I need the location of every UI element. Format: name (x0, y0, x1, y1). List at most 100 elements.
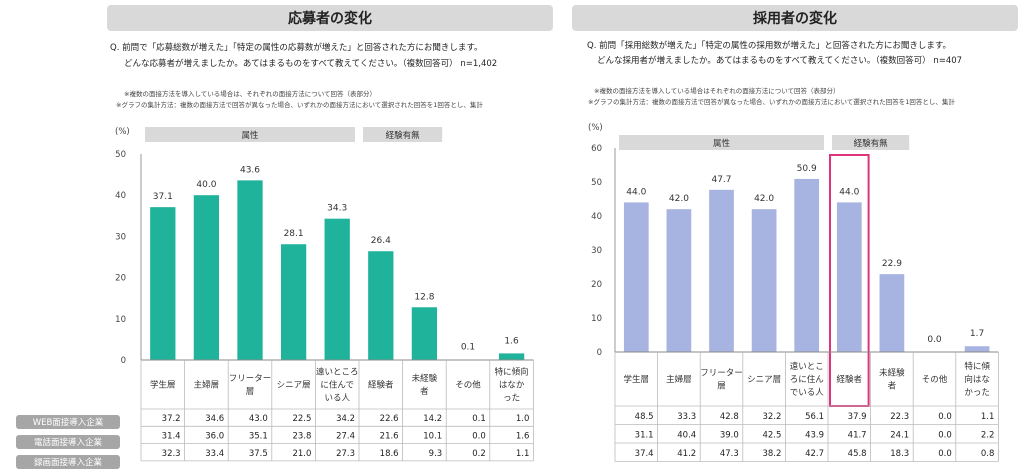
right-question-line2: どんな採用者が増えましたか。あてはまるものをすべて教えてください。（複数回答可）… (597, 56, 963, 66)
right-category-4-2: でいる人 (790, 388, 825, 398)
left-category-0-0: 学生層 (150, 380, 176, 391)
left-category-8-1: はなか (499, 381, 525, 391)
right-bar-4 (794, 178, 820, 352)
right-table-cell-0-2: 42.8 (720, 412, 739, 422)
left-question-line1: Q. 前問で「応募総数が増えた」「特定の属性の応募数が増えた」と回答された方にお… (110, 43, 483, 53)
left-table-cell-0-6: 14.2 (423, 414, 442, 424)
left-category-1-0: 主婦層 (194, 380, 220, 391)
right-table-cell-2-3: 38.2 (762, 449, 781, 459)
left-table-cell-1-8: 1.6 (516, 431, 530, 441)
right-category-8-0: 特に傾 (964, 361, 990, 372)
left-table-cell-0-5: 22.6 (380, 414, 399, 424)
right-category-3-0: シニア層 (747, 375, 781, 385)
left-bar-8 (498, 353, 525, 360)
right-value-label-6: 22.9 (882, 259, 902, 269)
left-table-cell-2-8: 1.1 (516, 449, 530, 459)
left-table-cell-0-8: 1.0 (516, 414, 530, 424)
left-table-cell-2-1: 33.4 (205, 449, 224, 459)
right-category-6-0: 未経験 (879, 368, 905, 379)
left-value-label-2: 43.6 (240, 165, 260, 175)
right-group-label-0: 属性 (713, 138, 731, 149)
left-y-tick-1: 10 (115, 315, 126, 325)
right-value-label-8: 1.7 (970, 329, 984, 339)
right-category-8-1: 向はな (964, 374, 990, 385)
left-category-5-0: 経験者 (368, 380, 394, 391)
right-table-cell-0-4: 56.1 (805, 412, 824, 422)
right-category-6-1: 者 (888, 382, 897, 392)
right-category-8-2: かった (964, 388, 990, 398)
right-bar-2 (709, 189, 734, 352)
right-table-cell-2-0: 37.4 (635, 449, 654, 459)
left-table-cell-0-3: 22.5 (292, 414, 311, 424)
right-bar-3 (751, 209, 777, 352)
left-value-label-4: 34.3 (327, 204, 347, 214)
left-table-cell-0-1: 34.6 (205, 414, 224, 424)
right-table-cell-2-7: 0.0 (938, 449, 952, 459)
right-table-cell-1-6: 24.1 (890, 430, 909, 440)
right-table-cell-1-8: 2.2 (981, 430, 995, 440)
left-table-cell-1-4: 27.4 (336, 431, 355, 441)
right-y-tick-6: 60 (591, 144, 602, 154)
right-y-tick-4: 40 (591, 212, 602, 222)
left-table-cell-2-6: 9.3 (429, 449, 443, 459)
left-table-cell-2-2: 37.5 (249, 449, 268, 459)
left-note-1: ※複数の面接方法を導入している場合は、それぞれの面接方法について回答（表部分） (124, 90, 377, 98)
right-category-7-0: その他 (922, 374, 948, 385)
left-y-tick-0: 0 (121, 356, 126, 366)
right-y-tick-5: 50 (591, 178, 602, 188)
left-value-label-5: 26.4 (371, 236, 391, 246)
right-table-cell-2-6: 18.3 (890, 449, 909, 459)
left-table-cell-1-1: 36.0 (205, 431, 224, 441)
right-value-label-1: 42.0 (669, 194, 689, 204)
right-category-4-0: 遠いとこ (790, 361, 824, 372)
left-table-cell-2-3: 21.0 (292, 449, 311, 459)
right-bar-8 (964, 346, 990, 352)
right-y-tick-2: 20 (591, 280, 602, 290)
left-bar-6 (411, 307, 438, 360)
right-category-5-0: 経験者 (837, 374, 863, 385)
left-group-box-0 (145, 127, 355, 142)
right-table-cell-0-6: 22.3 (890, 412, 909, 422)
left-table-cell-2-5: 18.6 (380, 449, 399, 459)
right-bar-0 (623, 202, 649, 352)
left-value-label-8: 1.6 (504, 336, 519, 346)
right-table-cell-0-7: 0.0 (938, 412, 952, 422)
right-question-line1: Q. 前問「採用総数が増えた」「特定の属性の採用数が増えた」と回答された方にお聞… (587, 41, 951, 51)
row-label-web: WEB面接導入企業 (16, 415, 120, 429)
right-value-label-4: 50.9 (797, 164, 817, 174)
left-bar-4 (324, 218, 350, 360)
left-table-cell-1-0: 31.4 (162, 431, 181, 441)
left-table-cell-2-0: 32.3 (162, 449, 181, 459)
right-category-2-1: 層 (717, 382, 726, 392)
right-table-cell-1-3: 42.5 (762, 430, 781, 440)
right-bar-1 (666, 209, 692, 352)
right-group-box-1 (832, 135, 910, 150)
right-table-cell-2-8: 0.8 (981, 449, 995, 459)
left-bar-2 (237, 180, 263, 360)
left-y-unit: (%) (115, 127, 130, 137)
left-category-2-0: フリーター (229, 374, 272, 384)
left-table-cell-1-3: 23.8 (292, 431, 311, 441)
right-group-box-0 (619, 135, 824, 150)
right-table-cell-0-3: 32.2 (762, 412, 781, 422)
right-table-cell-1-2: 39.0 (720, 430, 739, 440)
left-table-cell-1-5: 21.6 (380, 431, 399, 441)
right-table-cell-0-0: 48.5 (635, 412, 654, 422)
right-value-label-7: 0.0 (927, 335, 942, 345)
right-table-cell-2-1: 41.2 (677, 449, 696, 459)
right-table-cell-1-4: 43.9 (805, 430, 824, 440)
row-label-phone: 電話面接導入企業 (16, 435, 120, 449)
right-value-label-5: 44.0 (839, 187, 859, 197)
left-question-line2: どんな応募者が増えましたか。あてはまるものをすべて教えてください。（複数回答可）… (124, 59, 498, 69)
left-group-label-0: 属性 (241, 130, 259, 141)
right-table-cell-0-8: 1.1 (981, 412, 995, 422)
right-group-label-1: 経験有無 (854, 138, 889, 149)
left-value-label-6: 12.8 (414, 292, 434, 302)
right-table-cell-1-7: 0.0 (938, 430, 952, 440)
left-category-8-0: 特に傾向 (495, 367, 529, 378)
left-table-cell-1-7: 0.0 (472, 431, 486, 441)
left-table-cell-1-6: 10.1 (423, 431, 442, 441)
right-table-cell-0-1: 33.3 (677, 412, 696, 422)
left-bar-5 (368, 251, 394, 360)
